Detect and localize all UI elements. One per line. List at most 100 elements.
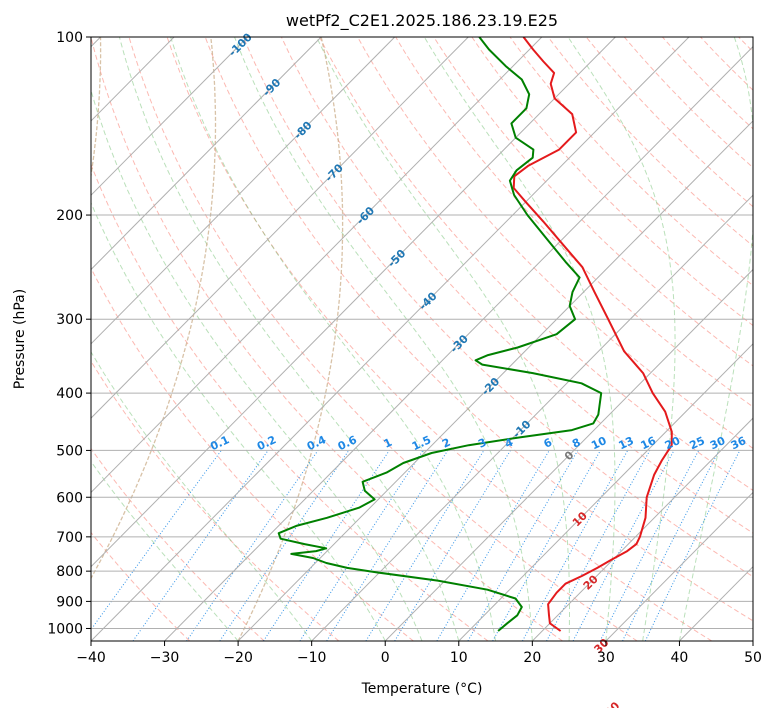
- dry-adiabat: [623, 37, 753, 169]
- x-tick-label: 40: [671, 650, 689, 666]
- y-tick-label: 800: [56, 564, 83, 580]
- moist-adiabat: [91, 88, 423, 641]
- mixing-ratio-label: 36: [729, 434, 749, 452]
- mixing-ratio-line: [394, 450, 511, 641]
- mixing-ratio-line: [436, 450, 550, 641]
- x-tick-label: −20: [223, 650, 253, 666]
- mixing-ratio-line: [91, 450, 222, 631]
- dry-adiabat: [433, 37, 753, 367]
- isotherm-line: [311, 194, 753, 641]
- x-tick-label: −40: [76, 650, 106, 666]
- moist-adiabat: [423, 37, 616, 641]
- moist-adiabat: [91, 460, 239, 641]
- dry-adiabat: [738, 37, 753, 53]
- dry-adiabat: [91, 267, 414, 641]
- y-tick-label: 1000: [47, 621, 83, 637]
- mixing-ratio-line: [492, 450, 601, 641]
- x-tick-label: 30: [597, 650, 615, 666]
- temperature-profile-line: [512, 37, 673, 632]
- mixing-ratio-line: [599, 450, 700, 641]
- isotherm-label: 40: [602, 699, 622, 708]
- mixing-ratio-label: 13: [617, 434, 636, 452]
- x-axis-label: Temperature (°C): [361, 681, 483, 697]
- mixing-ratio-line: [263, 450, 390, 641]
- isotherm-line: [91, 37, 396, 345]
- isotherm-line: [679, 565, 753, 641]
- y-axis-ticks: 100 200 300 400 500 600 700 800 900 1000: [47, 30, 91, 637]
- y-tick-label: 600: [56, 490, 83, 506]
- dry-adiabat: [547, 37, 753, 247]
- dewpoint-profile-line: [277, 37, 603, 632]
- isotherm-line: [458, 343, 753, 641]
- mixing-ratio-label: 20: [663, 434, 683, 452]
- mixing-ratio-line: [299, 450, 424, 641]
- isotherm-line: [91, 37, 248, 196]
- isotherm-line: [164, 45, 753, 641]
- chart-title: wetPf2_C2E1.2025.186.23.19.E25: [286, 11, 558, 31]
- y-tick-label: 500: [56, 443, 83, 459]
- dry-adiabat: [204, 37, 753, 622]
- dry-adiabat: [91, 531, 191, 641]
- x-axis-ticks: −40 −30 −20 −10 0 10 20 30 40 50: [76, 641, 762, 666]
- moist-adiabat: [118, 37, 460, 641]
- x-tick-label: −10: [297, 650, 327, 666]
- isotherm-line: [91, 37, 469, 419]
- isotherm-line: [91, 37, 322, 271]
- dry-adiabat: [128, 37, 638, 641]
- dry-adiabat: [280, 37, 753, 534]
- mixing-ratio-label: 10: [589, 434, 609, 452]
- dry-adiabat: [91, 163, 489, 641]
- y-tick-label: 900: [56, 594, 83, 610]
- mixing-ratio-line: [365, 450, 485, 641]
- moist-adiabat: [170, 37, 497, 641]
- isotherm-line: [752, 640, 753, 641]
- x-tick-label: 10: [450, 650, 468, 666]
- mixing-ratio-label: 30: [708, 434, 728, 452]
- dry-adiabat: [319, 37, 753, 492]
- isotherm-line: [531, 417, 753, 641]
- dry-adiabat: [91, 447, 265, 641]
- y-tick-label: 200: [56, 208, 83, 224]
- y-tick-label: 300: [56, 312, 83, 328]
- dry-adiabat: [700, 37, 753, 91]
- moist-adiabat: [678, 37, 753, 641]
- background-lines: [91, 37, 753, 641]
- dry-adiabat: [242, 37, 753, 578]
- dry-adiabat: [395, 37, 753, 408]
- plot-area: -100-90-80-70-60-50-40-30-20-10010203040…: [47, 30, 762, 708]
- x-tick-label: 0: [381, 650, 390, 666]
- dry-adiabat: [662, 37, 753, 130]
- moist-adiabat: [234, 37, 533, 641]
- isotherm-line: [91, 37, 543, 494]
- y-tick-label: 100: [56, 30, 83, 46]
- isotherm-line: [237, 120, 753, 641]
- mixing-ratio-label: 16: [639, 434, 659, 452]
- moist-adiabat: [316, 37, 570, 641]
- dry-adiabat: [166, 37, 713, 641]
- mixing-ratio-label: 6: [542, 436, 555, 451]
- mixing-ratio-line: [572, 450, 675, 641]
- theta-e-curve: [237, 37, 344, 641]
- y-tick-label: 400: [56, 386, 83, 402]
- x-tick-label: 20: [523, 650, 541, 666]
- mixing-ratio-line: [622, 450, 720, 641]
- mixing-ratio-line: [219, 450, 350, 641]
- isotherm-line: [91, 37, 690, 641]
- mixing-ratio-line: [132, 450, 269, 641]
- dry-adiabat: [357, 37, 753, 449]
- isotherm-line: [605, 491, 753, 641]
- y-axis-label: Pressure (hPa): [12, 289, 28, 389]
- dry-adiabat: [91, 360, 340, 641]
- theta-e-curve: [91, 37, 217, 580]
- mixing-ratio-line: [326, 450, 449, 641]
- mixing-ratio-line: [522, 450, 629, 641]
- dry-adiabat: [471, 37, 753, 327]
- x-tick-label: −30: [150, 650, 180, 666]
- mixing-ratio-label: 25: [688, 434, 707, 452]
- plot-frame: [90, 36, 754, 642]
- y-tick-label: 700: [56, 530, 83, 546]
- isotherm-line: [384, 268, 753, 641]
- x-tick-label: 50: [744, 650, 762, 666]
- moist-adiabat: [567, 37, 676, 641]
